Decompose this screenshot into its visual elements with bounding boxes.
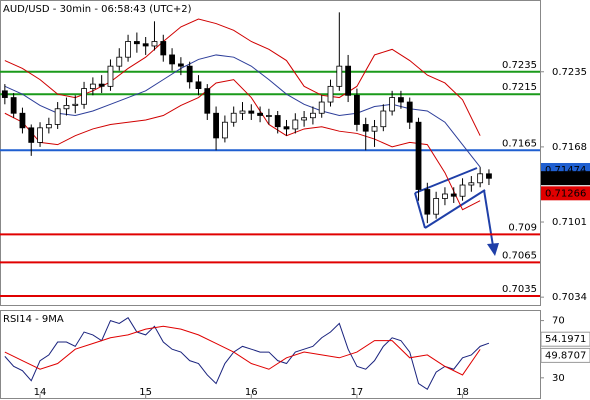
candle-body [169, 54, 175, 65]
channel-edge [414, 192, 426, 229]
candle-body [486, 173, 492, 179]
channel-lower [424, 189, 486, 229]
rsi-line [4, 325, 481, 376]
channel [414, 167, 494, 247]
overlay-line [4, 79, 481, 211]
candle-body [98, 83, 105, 87]
arrow-head [487, 243, 499, 256]
candle-body [72, 103, 79, 106]
level-label: 0.709 [508, 222, 537, 233]
candle-body [125, 41, 131, 58]
candle-body [389, 97, 396, 112]
candle-body [204, 88, 211, 114]
y-tick-label: 30 [552, 373, 565, 384]
candle-body [221, 121, 228, 139]
candle-body [371, 126, 378, 132]
rsi-panel [0, 310, 541, 399]
candle-body [459, 184, 466, 197]
candle-body [133, 41, 140, 45]
value-box [540, 331, 590, 347]
candle-body [54, 108, 61, 125]
candle-body [406, 101, 413, 123]
price-marker-label: 0.71266 [545, 188, 586, 199]
rsi-title: RSI14 - 9MA [3, 314, 64, 325]
y-tick-label: 0.7101 [552, 217, 587, 228]
y-tick-label: 0.7034 [552, 292, 587, 303]
price-marker [541, 186, 590, 201]
y-tick-label: 70 [552, 316, 565, 327]
candle-body [442, 193, 448, 199]
candle-body [336, 65, 343, 87]
candle-body [398, 97, 404, 103]
candle-body [248, 110, 255, 114]
candle-body [380, 110, 387, 128]
candle-body [63, 105, 70, 110]
x-tick-label: 17 [351, 387, 364, 398]
candle-body [213, 112, 219, 139]
candle-body [310, 112, 316, 119]
candle-body [362, 124, 369, 132]
main-panel [0, 0, 541, 306]
candle-body [107, 65, 114, 87]
candle-body [89, 83, 96, 89]
candle-body [142, 43, 149, 47]
y-tick-label: 0.7168 [552, 142, 587, 153]
candle-body [354, 94, 360, 125]
level-label: 0.7235 [502, 60, 537, 71]
candle-body [433, 198, 440, 215]
level-label: 0.7165 [502, 138, 537, 149]
candle-body [177, 63, 184, 67]
candle-body [230, 112, 237, 123]
x-tick-label: 14 [34, 387, 47, 398]
candle-body [345, 65, 352, 96]
price-marker-label: 0.71474 [545, 165, 586, 176]
candle-body [283, 126, 290, 130]
candle-body [1, 90, 8, 98]
candle-body [274, 115, 281, 128]
candle-body [292, 119, 299, 130]
x-tick-label: 15 [139, 387, 152, 398]
candle-body [37, 127, 43, 143]
level-label: 0.7035 [502, 284, 537, 295]
candle-body [186, 65, 193, 83]
candle-body [239, 110, 246, 114]
candle-body [81, 88, 87, 105]
x-tick-label: 18 [456, 387, 469, 398]
candle-body [28, 127, 35, 143]
candle-body [19, 112, 26, 129]
arrow-shaft [483, 189, 494, 247]
x-tick-label: 16 [245, 387, 258, 398]
candle-body [424, 189, 431, 215]
chart-title: AUD/USD - 30min - 06:58:43 (UTC+2) [3, 4, 192, 15]
candle-body [318, 101, 325, 114]
candle-body [195, 81, 202, 89]
candle-body [301, 117, 308, 121]
candle-body [151, 41, 158, 47]
candle-body [160, 41, 167, 56]
candle-body [45, 124, 52, 129]
candle-body [415, 121, 422, 190]
level-label: 0.7065 [502, 250, 537, 261]
value-label: 54.1971 [545, 334, 586, 345]
candle-body [265, 115, 272, 117]
candle-body [257, 112, 263, 116]
y-tick-label: 0.7235 [552, 67, 587, 78]
price-marker [541, 171, 590, 186]
level-label: 0.7215 [502, 82, 537, 93]
channel-upper [414, 167, 478, 194]
rsi-line [4, 317, 490, 390]
price-marker-label: 0.71401 [545, 173, 586, 184]
candle-body [477, 173, 484, 184]
candle-body [468, 182, 475, 186]
candle-body [10, 97, 17, 114]
candle-body [116, 56, 123, 67]
candle-body [450, 193, 457, 197]
value-label: 49.8707 [545, 350, 586, 361]
candle-body [327, 85, 334, 103]
value-box [540, 347, 590, 363]
